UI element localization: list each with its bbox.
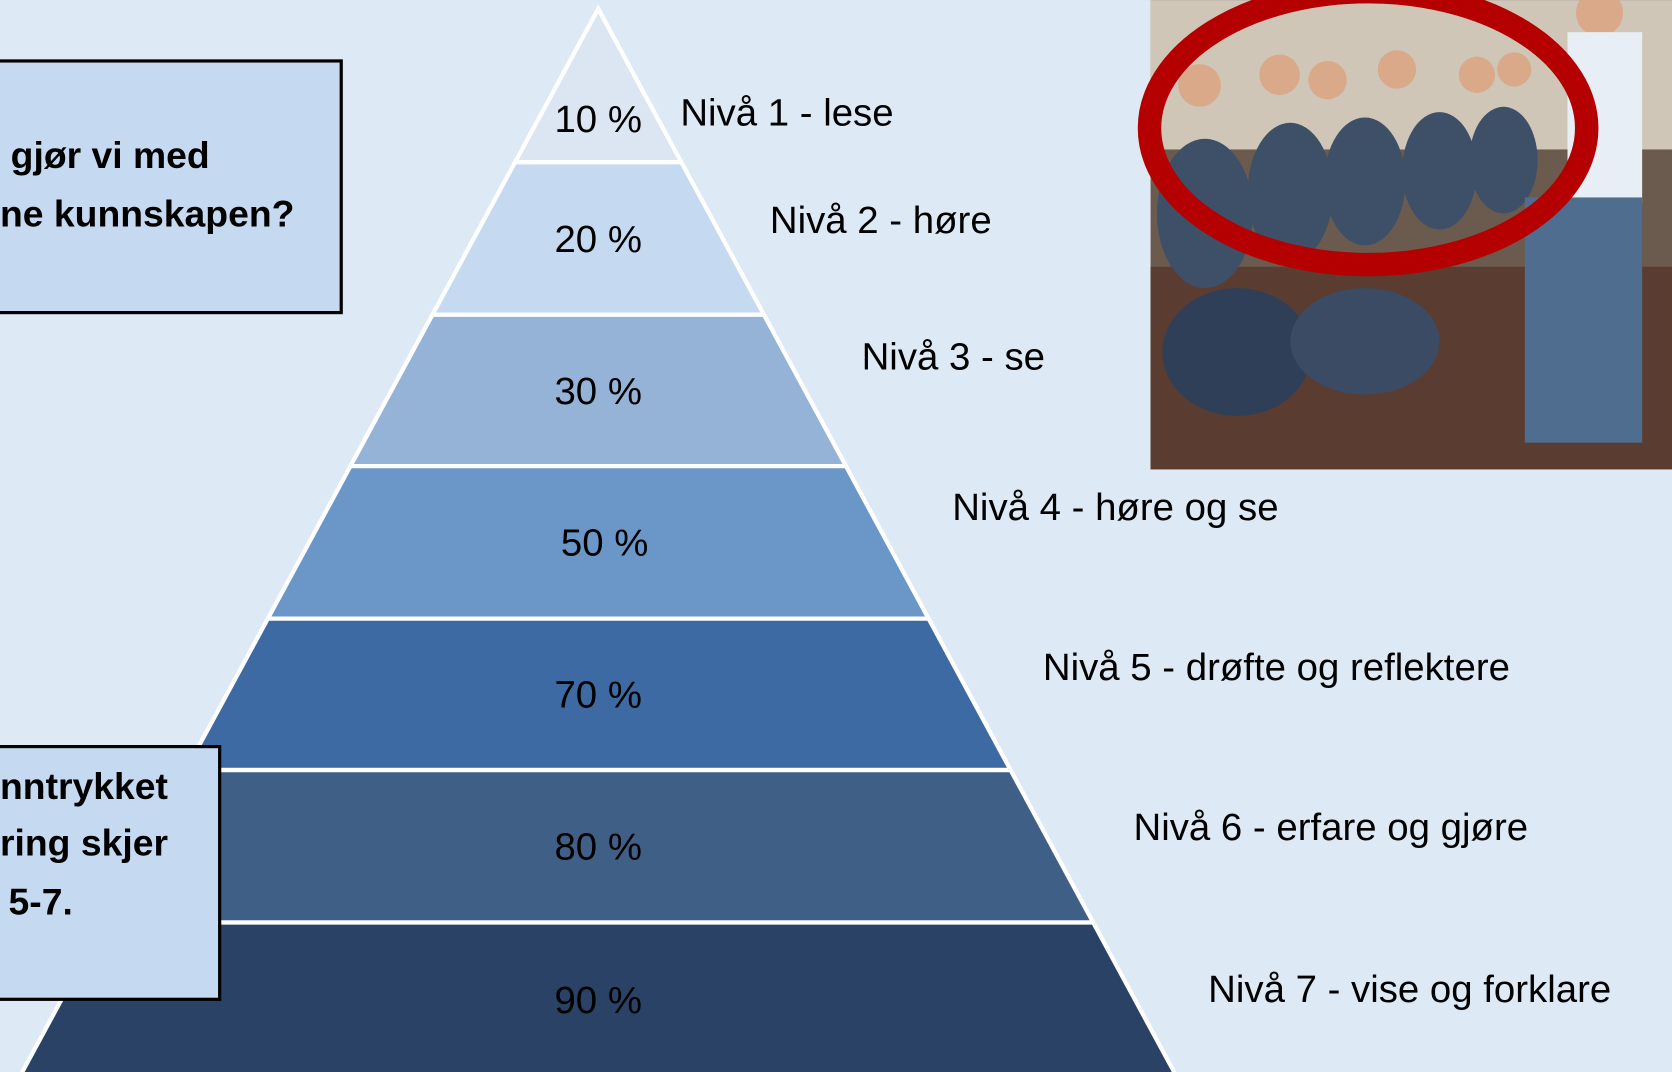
box-text: 5-7. [9, 880, 73, 922]
box-text: ne kunnskapen? [0, 192, 294, 234]
level-percent: 50 % [561, 522, 648, 565]
level-percent: 10 % [554, 98, 641, 141]
level-percent: 70 % [554, 674, 641, 717]
level-percent: 20 % [554, 218, 641, 261]
level-label: Nivå 2 - høre [770, 199, 992, 242]
level-label: Nivå 7 - vise og forklare [1208, 968, 1611, 1011]
photo [1150, 0, 1672, 469]
box-text: ring skjer [0, 822, 168, 864]
question-box [0, 61, 341, 313]
level-label: Nivå 4 - høre og se [952, 486, 1278, 529]
slide: 10 % Nivå 1 - lese 20 % Nivå 2 - høre 30 % Ni… [0, 0, 1672, 1072]
level-percent: 30 % [554, 370, 641, 413]
box-text: gjør vi med [11, 134, 210, 176]
level-percent: 90 % [554, 979, 641, 1022]
level-label: Nivå 3 - se [862, 336, 1045, 379]
level-label: Nivå 6 - erfare og gjøre [1134, 806, 1529, 849]
level-label: Nivå 1 - lese [680, 91, 893, 134]
box-text: nntrykket [0, 765, 168, 807]
level-percent: 80 % [554, 826, 641, 869]
level-label: Nivå 5 - drøfte og reflektere [1043, 646, 1510, 689]
